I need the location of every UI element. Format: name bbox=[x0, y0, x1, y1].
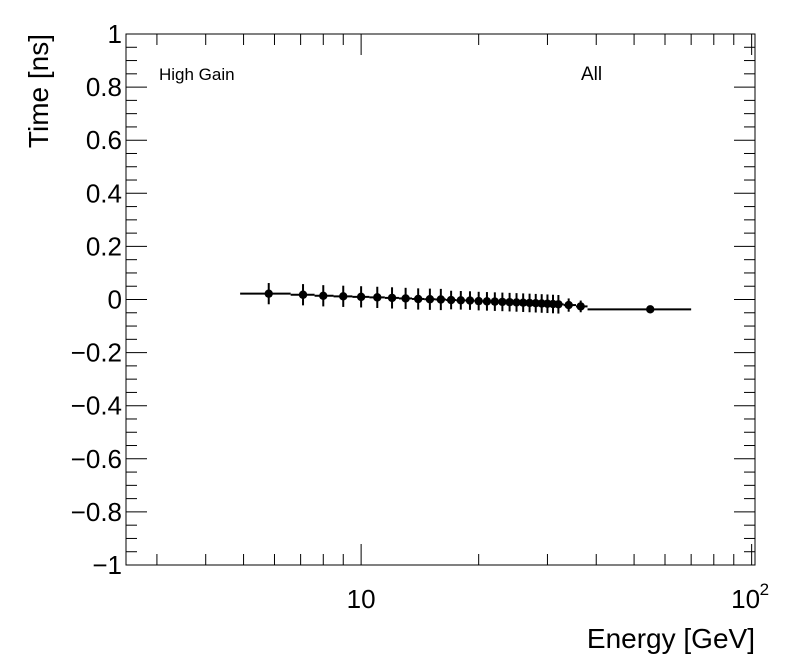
data-point bbox=[465, 296, 475, 305]
y-tick-label: −0.8 bbox=[71, 497, 122, 527]
data-point bbox=[474, 296, 483, 306]
plot-frame bbox=[125, 33, 756, 566]
data-point bbox=[356, 292, 366, 302]
x-tick-label: 10 bbox=[347, 584, 376, 614]
data-point bbox=[456, 296, 466, 305]
data-point bbox=[436, 295, 446, 304]
data-point bbox=[505, 297, 514, 307]
x-tick-label: 10 bbox=[731, 584, 760, 614]
tick-labels: 10.80.60.40.20−0.2−0.4−0.6−0.8−110 10 2 bbox=[71, 19, 769, 614]
data-point bbox=[512, 298, 521, 307]
data-point bbox=[425, 295, 435, 304]
data-point bbox=[490, 297, 500, 306]
x-tick-label-exponent: 2 bbox=[760, 580, 769, 599]
data-point bbox=[564, 300, 573, 310]
data-point bbox=[339, 292, 348, 301]
data-point bbox=[319, 291, 328, 300]
data-point bbox=[482, 297, 492, 306]
data-point bbox=[498, 297, 507, 307]
y-tick-label: −1 bbox=[92, 550, 122, 580]
y-tick-label: 0.2 bbox=[86, 231, 122, 261]
data-point bbox=[298, 290, 308, 299]
data-point bbox=[518, 298, 528, 307]
y-tick-label: −0.2 bbox=[71, 338, 122, 368]
data-point bbox=[525, 298, 534, 308]
data-point bbox=[446, 295, 456, 305]
data-point bbox=[387, 293, 397, 303]
data-point bbox=[401, 294, 410, 303]
data-point bbox=[373, 293, 382, 302]
y-tick-label: 0.8 bbox=[86, 72, 122, 102]
data-point bbox=[576, 302, 585, 311]
data-series bbox=[240, 283, 692, 314]
data-point bbox=[554, 300, 563, 309]
data-point bbox=[264, 289, 273, 298]
data-point bbox=[413, 294, 423, 304]
y-tick-label: −0.4 bbox=[71, 391, 122, 421]
y-tick-label: −0.6 bbox=[71, 444, 122, 474]
data-point bbox=[646, 305, 655, 314]
annotation-high-gain: High Gain bbox=[159, 65, 235, 84]
y-tick-label: 1 bbox=[108, 19, 122, 49]
y-tick-label: 0.4 bbox=[86, 178, 122, 208]
y-axis-title: Time [ns] bbox=[23, 34, 54, 148]
data-point bbox=[531, 299, 540, 308]
x-axis-title: Energy [GeV] bbox=[587, 623, 755, 654]
annotation-all: All bbox=[581, 64, 602, 85]
y-tick-label: 0 bbox=[108, 285, 122, 315]
y-tick-label: 0.6 bbox=[86, 125, 122, 155]
